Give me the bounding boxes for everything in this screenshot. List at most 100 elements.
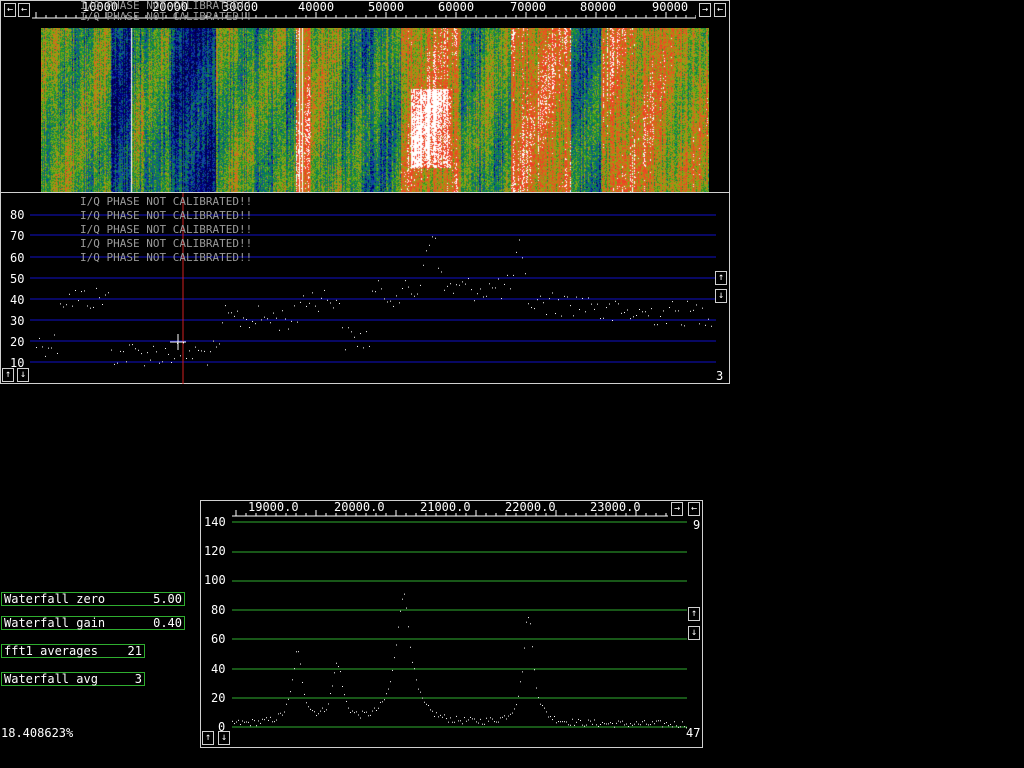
spectrum-point bbox=[639, 308, 640, 310]
spectrum-point bbox=[636, 315, 637, 317]
spectrum-point bbox=[42, 346, 43, 348]
zoom-spectrum-point bbox=[544, 707, 545, 709]
zoom-spectrum-point bbox=[392, 669, 393, 671]
zoom-avg-down-button[interactable]: ↓ bbox=[218, 731, 230, 745]
zoom-spectrum-point bbox=[588, 719, 589, 721]
main-spectrum-plot[interactable] bbox=[0, 193, 730, 384]
freq-label: 10000 bbox=[82, 0, 119, 14]
zoom-spectrum-point bbox=[486, 717, 487, 719]
spectrum-point bbox=[210, 351, 211, 353]
zoom-spectrum-point bbox=[402, 598, 403, 600]
scroll-right-button[interactable]: → bbox=[699, 3, 711, 17]
up-arrow-icon: ↑ bbox=[4, 369, 12, 380]
spectrum-point bbox=[696, 304, 697, 306]
spectrum-point bbox=[105, 294, 106, 296]
zoom-scroll-right-button[interactable]: → bbox=[671, 502, 683, 516]
zoom-spectrum-point bbox=[294, 668, 295, 670]
spectrum-point bbox=[84, 290, 85, 292]
spectrum-point bbox=[510, 288, 511, 290]
spectrum-point bbox=[570, 305, 571, 307]
main-avg-up-button[interactable]: ↑ bbox=[2, 368, 14, 382]
zoom-spectrum-point bbox=[234, 723, 235, 725]
spectrum-point bbox=[606, 307, 607, 309]
spectrum-point bbox=[135, 348, 136, 350]
zoom-avg-up-button[interactable]: ↑ bbox=[202, 731, 214, 745]
spectrum-point bbox=[120, 350, 121, 352]
zoom-gain-up-button[interactable]: ↑ bbox=[688, 607, 700, 621]
spectrum-point bbox=[267, 318, 268, 320]
waterfall-display[interactable] bbox=[41, 28, 709, 192]
spectrum-point bbox=[93, 306, 94, 308]
main-gain-down-button[interactable]: ↓ bbox=[715, 289, 727, 303]
main-gain-up-button[interactable]: ↑ bbox=[715, 271, 727, 285]
zoom-spectrum-point bbox=[434, 715, 435, 717]
zoom-spectrum-point bbox=[666, 722, 667, 724]
spectrum-point bbox=[594, 308, 595, 310]
spectrum-point bbox=[555, 313, 556, 315]
freq-label: 30000 bbox=[222, 0, 259, 14]
waterfall-zero-param[interactable]: Waterfall zero 5.00 bbox=[1, 592, 185, 606]
spectrum-point bbox=[174, 358, 175, 360]
spectrum-point bbox=[150, 359, 151, 361]
spectrum-point bbox=[180, 355, 181, 357]
zoom-spectrum-point bbox=[582, 724, 583, 726]
spectrum-point bbox=[615, 300, 616, 302]
spectrum-point bbox=[504, 283, 505, 285]
spectrum-point bbox=[177, 342, 178, 344]
zoom-spectrum-point bbox=[580, 720, 581, 722]
scroll-left-fast-button[interactable]: ← bbox=[18, 3, 30, 17]
main-frequency-scale-ticks bbox=[32, 12, 696, 19]
waterfall-avg-param[interactable]: Waterfall avg 3 bbox=[1, 672, 145, 686]
spectrum-point bbox=[222, 322, 223, 324]
zoom-spectrum-point bbox=[366, 711, 367, 713]
zoom-spectrum-point bbox=[480, 718, 481, 720]
zoom-y-label: 60 bbox=[211, 632, 226, 646]
spectrum-point bbox=[396, 295, 397, 297]
zoom-gain-down-button[interactable]: ↓ bbox=[688, 626, 700, 640]
y-axis-label: 20 bbox=[10, 335, 25, 349]
spectrum-point bbox=[375, 291, 376, 293]
zoom-spectrum-point bbox=[602, 721, 603, 723]
scroll-left-end-button[interactable]: ← bbox=[714, 3, 726, 17]
freq-label: 60000 bbox=[438, 0, 475, 14]
spectrum-point bbox=[246, 318, 247, 320]
zoom-spectrum-point bbox=[348, 707, 349, 709]
spectrum-point bbox=[90, 307, 91, 309]
zoom-spectrum-point bbox=[340, 671, 341, 673]
spectrum-point bbox=[240, 325, 241, 327]
zoom-spectrum-point bbox=[260, 722, 261, 724]
spectrum-point bbox=[564, 295, 565, 297]
right-arrow-icon: → bbox=[673, 503, 681, 514]
spectrum-point bbox=[366, 331, 367, 333]
zoom-spectrum-point bbox=[280, 712, 281, 714]
main-avg-down-button[interactable]: ↓ bbox=[17, 368, 29, 382]
waterfall-gain-param[interactable]: Waterfall gain 0.40 bbox=[1, 616, 185, 630]
zoom-spectrum-point bbox=[370, 714, 371, 716]
zoom-spectrum-plot[interactable] bbox=[200, 515, 703, 748]
zoom-spectrum-point bbox=[448, 721, 449, 723]
zoom-spectrum-point bbox=[520, 681, 521, 683]
zoom-spectrum-point bbox=[350, 712, 351, 714]
zoom-spectrum-point bbox=[682, 721, 683, 723]
spectrum-point bbox=[642, 311, 643, 313]
scroll-left-button[interactable]: ← bbox=[4, 3, 16, 17]
down-arrow-icon: ↓ bbox=[717, 290, 725, 301]
zoom-spectrum-point bbox=[396, 644, 397, 646]
spectrum-point bbox=[708, 318, 709, 320]
zoom-scroll-left-button[interactable]: ← bbox=[688, 502, 700, 516]
zoom-frequency-scale[interactable] bbox=[232, 500, 668, 520]
spectrum-point bbox=[618, 303, 619, 305]
zoom-spectrum-point bbox=[364, 711, 365, 713]
iq-warning: I/Q PHASE NOT CALIBRATED!! bbox=[80, 223, 253, 236]
spectrum-point bbox=[291, 320, 292, 322]
main-frequency-scale[interactable] bbox=[32, 0, 696, 20]
spectrum-point bbox=[351, 331, 352, 333]
spectrum-point bbox=[414, 295, 415, 297]
zoom-spectrum-point bbox=[634, 723, 635, 725]
spectrum-point bbox=[138, 349, 139, 351]
spectrum-point bbox=[609, 303, 610, 305]
fft1-averages-param[interactable]: fft1 averages 21 bbox=[1, 644, 145, 658]
zoom-spectrum-point bbox=[262, 718, 263, 720]
spectrum-point bbox=[168, 353, 169, 355]
spectrum-point bbox=[408, 286, 409, 288]
